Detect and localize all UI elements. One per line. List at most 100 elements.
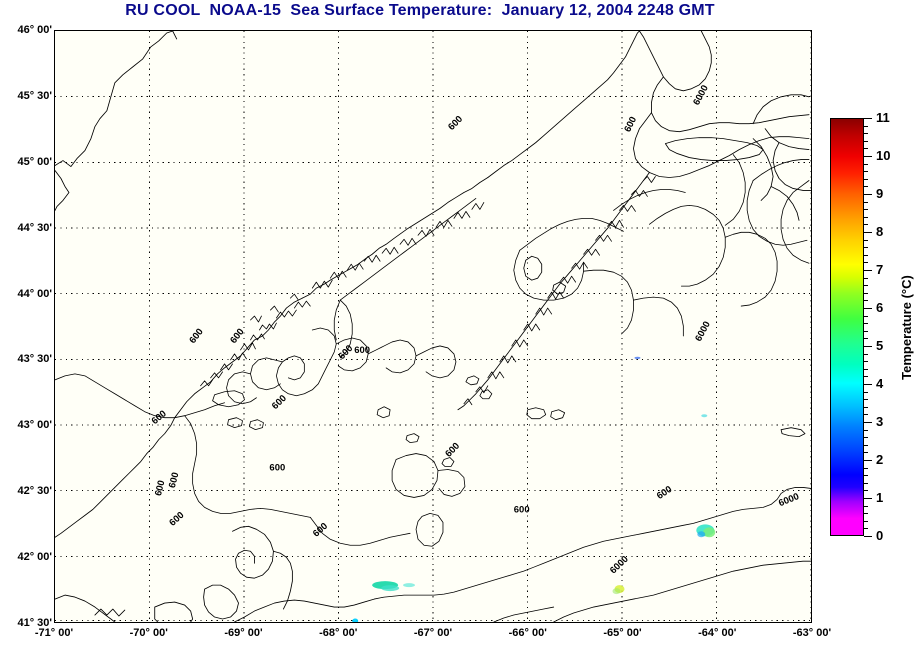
colorbar-minor-tick — [864, 406, 868, 408]
colorbar-tick — [864, 498, 872, 499]
svg-text:600: 600 — [153, 479, 168, 497]
colorbar-tick-label: 3 — [876, 414, 884, 429]
svg-text:600: 600 — [443, 441, 462, 460]
colorbar-ticks — [864, 118, 874, 537]
colorbar-tick-label: 0 — [876, 528, 884, 543]
colorbar-tick-label: 5 — [876, 338, 884, 353]
colorbar-minor-tick — [864, 368, 868, 370]
colorbar-minor-tick — [864, 414, 868, 416]
latitude-tick-label: 44° 00' — [17, 287, 52, 300]
colorbar-minor-tick — [864, 520, 868, 522]
svg-text:6000: 6000 — [693, 320, 713, 344]
colorbar-minor-tick — [864, 163, 868, 165]
colorbar-minor-tick — [864, 444, 868, 446]
colorbar-minor-tick — [864, 125, 868, 127]
svg-text:6000: 6000 — [608, 554, 631, 577]
latitude-tick-label: 45° 30' — [17, 89, 52, 102]
svg-text:600: 600 — [514, 504, 530, 515]
colorbar-minor-tick — [864, 201, 868, 203]
longitude-axis: -71° 00' -70° 00' -69° 00' -68° 00' -67° 00'… — [0, 627, 880, 647]
colorbar-gradient — [830, 118, 864, 536]
colorbar-minor-tick — [864, 178, 868, 180]
colorbar-tick-label: 2 — [876, 452, 884, 467]
colorbar-minor-tick — [864, 254, 868, 256]
colorbar-tick-label: 6 — [876, 300, 884, 315]
latitude-tick-label: 44° 30' — [17, 221, 52, 234]
colorbar-minor-tick — [864, 216, 868, 218]
latitude-tick-label: 42° 30' — [17, 485, 52, 498]
colorbar-minor-tick — [864, 513, 868, 515]
colorbar-minor-tick — [864, 361, 868, 363]
colorbar-minor-tick — [864, 285, 868, 287]
colorbar-tick — [864, 156, 872, 157]
svg-text:600: 600 — [655, 484, 674, 502]
svg-text:600: 600 — [446, 114, 465, 133]
colorbar-title-text: Temperature (°C) — [898, 274, 914, 380]
svg-text:600: 600 — [187, 327, 205, 346]
colorbar-minor-tick — [864, 323, 868, 325]
page-title: RU COOL NOAA-15 Sea Surface Temperature:… — [125, 2, 715, 19]
colorbar-minor-tick — [864, 505, 868, 507]
colorbar-minor-tick — [864, 315, 868, 317]
colorbar-minor-tick — [864, 224, 868, 226]
colorbar-minor-tick — [864, 437, 868, 439]
colorbar-tick — [864, 536, 872, 537]
svg-text:600: 600 — [150, 408, 169, 427]
colorbar-minor-tick — [864, 292, 868, 294]
svg-text:600: 600 — [167, 510, 186, 529]
svg-text:600: 600 — [336, 343, 355, 362]
colorbar-minor-tick — [864, 467, 868, 469]
colorbar-minor-tick — [864, 239, 868, 241]
colorbar-minor-tick — [864, 300, 868, 302]
colorbar-minor-tick — [864, 376, 868, 378]
colorbar-tick — [864, 270, 872, 271]
map-canvas: 600 600 600 600 600 600 600 600 600 600 … — [55, 31, 811, 622]
colorbar-tick — [864, 118, 872, 119]
colorbar-tick-label: 10 — [876, 148, 891, 163]
latitude-tick-label: 43° 00' — [17, 419, 52, 432]
longitude-tick-label: -71° 00' — [34, 627, 74, 639]
colorbar-minor-tick — [864, 209, 868, 211]
latitude-axis: 46° 00' 45° 30' 45° 00' 44° 30' 44° 00' 43° 3… — [0, 24, 52, 629]
graticule-grid — [55, 31, 811, 622]
colorbar-minor-tick — [864, 338, 868, 340]
colorbar: 0 1 2 3 4 5 6 7 8 9 10 11 Temperature (°C) — [830, 110, 920, 548]
svg-text:600: 600 — [270, 393, 289, 412]
colorbar-tick — [864, 194, 872, 195]
colorbar-minor-tick — [864, 277, 868, 279]
colorbar-tick-label: 9 — [876, 186, 884, 201]
latitude-tick-label: 43° 30' — [17, 353, 52, 366]
colorbar-tick-label: 7 — [876, 262, 884, 277]
colorbar-tick-label: 11 — [876, 110, 890, 125]
latitude-tick-label: 41° 30' — [17, 617, 52, 629]
colorbar-minor-tick — [864, 262, 868, 264]
longitude-tick-label: -64° 00' — [698, 627, 737, 639]
colorbar-minor-tick — [864, 186, 868, 188]
colorbar-minor-tick — [864, 528, 868, 530]
colorbar-minor-tick — [864, 330, 868, 332]
colorbar-tick — [864, 460, 872, 461]
latitude-tick-label: 46° 00' — [17, 24, 52, 36]
longitude-tick-label: -68° 00' — [319, 627, 358, 639]
sst-data-patches — [352, 356, 716, 622]
colorbar-tick — [864, 384, 872, 385]
colorbar-minor-tick — [864, 148, 868, 150]
colorbar-minor-tick — [864, 452, 868, 454]
svg-text:600: 600 — [269, 463, 285, 474]
latitude-tick-label: 42° 00' — [17, 551, 52, 564]
colorbar-tick — [864, 422, 872, 423]
colorbar-title: Temperature (°C) — [894, 118, 918, 536]
svg-text:600: 600 — [354, 345, 370, 356]
colorbar-tick-label: 4 — [876, 376, 884, 391]
bathymetry-contours — [55, 154, 811, 622]
colorbar-tick-label: 8 — [876, 224, 884, 239]
colorbar-minor-tick — [864, 482, 868, 484]
contour-value-labels: 600 600 600 600 600 600 600 600 600 600 … — [150, 83, 801, 576]
colorbar-minor-tick — [864, 353, 868, 355]
latitude-tick-label: 45° 00' — [17, 155, 52, 168]
colorbar-minor-tick — [864, 399, 868, 401]
colorbar-minor-tick — [864, 140, 868, 142]
longitude-tick-label: -69° 00' — [224, 627, 263, 639]
colorbar-tick — [864, 308, 872, 309]
svg-text:600: 600 — [622, 115, 639, 134]
